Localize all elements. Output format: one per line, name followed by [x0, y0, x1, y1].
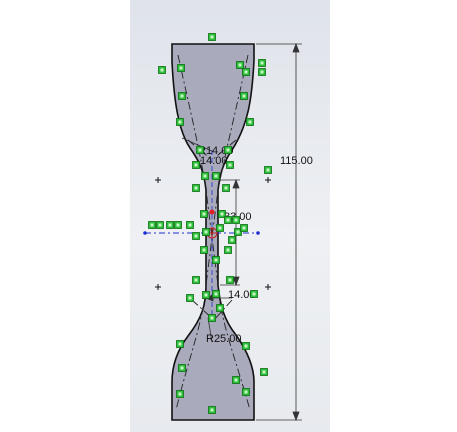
- coincident-relation-icon[interactable]: [240, 224, 248, 232]
- coincident-relation-icon[interactable]: [264, 166, 272, 174]
- coincident-relation-icon[interactable]: [224, 246, 232, 254]
- coincident-relation-icon[interactable]: [196, 146, 204, 154]
- coincident-relation-icon[interactable]: [212, 172, 220, 180]
- coincident-relation-icon[interactable]: [226, 161, 234, 169]
- coincident-relation-icon[interactable]: [176, 340, 184, 348]
- construction-lines: [175, 54, 251, 411]
- radius-bottom-leader: [207, 317, 213, 343]
- coincident-relation-icon[interactable]: [242, 342, 250, 350]
- coincident-relation-icon[interactable]: [212, 256, 220, 264]
- coincident-relation-icon[interactable]: [258, 68, 266, 76]
- coincident-relation-icon[interactable]: [202, 291, 210, 299]
- coincident-relation-icon[interactable]: [218, 210, 226, 218]
- coincident-relation-icon[interactable]: [192, 161, 200, 169]
- coincident-relation-icon[interactable]: [200, 210, 208, 218]
- coincident-relation-icon[interactable]: [202, 228, 210, 236]
- coincident-relation-icon[interactable]: [208, 33, 216, 41]
- coincident-relation-icon[interactable]: [216, 224, 224, 232]
- coincident-relation-icon[interactable]: [176, 390, 184, 398]
- sketch-point-icon[interactable]: [209, 209, 215, 215]
- coincident-relation-icon[interactable]: [250, 290, 258, 298]
- coincident-relation-icon[interactable]: [246, 118, 254, 126]
- coincident-relation-icon[interactable]: [224, 146, 232, 154]
- coincident-relation-icon[interactable]: [208, 406, 216, 414]
- coincident-relation-icon[interactable]: [216, 304, 224, 312]
- dimension-neck-length[interactable]: [220, 178, 240, 287]
- centerline-endpoint-left[interactable]: [143, 231, 147, 235]
- overall-length-label[interactable]: 115.00: [280, 155, 313, 167]
- coincident-relation-icon[interactable]: [240, 92, 248, 100]
- coincident-relation-icon[interactable]: [174, 221, 182, 229]
- coincident-relation-icon[interactable]: [192, 232, 200, 240]
- coincident-relation-icon[interactable]: [242, 68, 250, 76]
- coincident-relation-icon[interactable]: [228, 236, 236, 244]
- coincident-relation-icon[interactable]: [186, 221, 194, 229]
- coincident-relation-icon[interactable]: [156, 221, 164, 229]
- radius-top-leader: [181, 137, 215, 153]
- coincident-relation-icon[interactable]: [226, 276, 234, 284]
- coincident-relation-icon[interactable]: [236, 61, 244, 69]
- radius-bottom-label[interactable]: R25.00: [206, 333, 241, 345]
- coincident-relation-icon[interactable]: [192, 276, 200, 284]
- coincident-relation-icon[interactable]: [178, 364, 186, 372]
- coincident-relation-icon[interactable]: [186, 294, 194, 302]
- coincident-relation-icon[interactable]: [258, 59, 266, 67]
- coincident-relation-icon[interactable]: [224, 216, 232, 224]
- relation-icons[interactable]: [148, 33, 272, 414]
- coincident-relation-icon[interactable]: [192, 184, 200, 192]
- coincident-relation-icon[interactable]: [260, 368, 268, 376]
- coincident-relation-icon[interactable]: [158, 66, 166, 74]
- coincident-relation-icon[interactable]: [232, 216, 240, 224]
- coincident-relation-icon[interactable]: [178, 92, 186, 100]
- coincident-relation-icon[interactable]: [177, 64, 185, 72]
- dimension-overall-length[interactable]: [256, 42, 302, 422]
- coincident-relation-icon[interactable]: [212, 290, 220, 298]
- coincident-relation-icon[interactable]: [200, 246, 208, 254]
- coincident-relation-icon[interactable]: [222, 184, 230, 192]
- coincident-relation-icon[interactable]: [232, 376, 240, 384]
- coincident-relation-icon[interactable]: [166, 221, 174, 229]
- coincident-relation-icon[interactable]: [176, 118, 184, 126]
- sketch-points[interactable]: [155, 177, 271, 290]
- coincident-relation-icon[interactable]: [201, 172, 209, 180]
- centerline-endpoint-right[interactable]: [256, 231, 260, 235]
- neck-width-label[interactable]: 14.00: [228, 289, 256, 301]
- coincident-relation-icon[interactable]: [208, 314, 216, 322]
- radius-top-sub-label[interactable]: 14.00: [200, 155, 228, 167]
- coincident-relation-icon[interactable]: [148, 221, 156, 229]
- coincident-relation-icon[interactable]: [242, 388, 250, 396]
- coincident-relation-icon[interactable]: [234, 228, 242, 236]
